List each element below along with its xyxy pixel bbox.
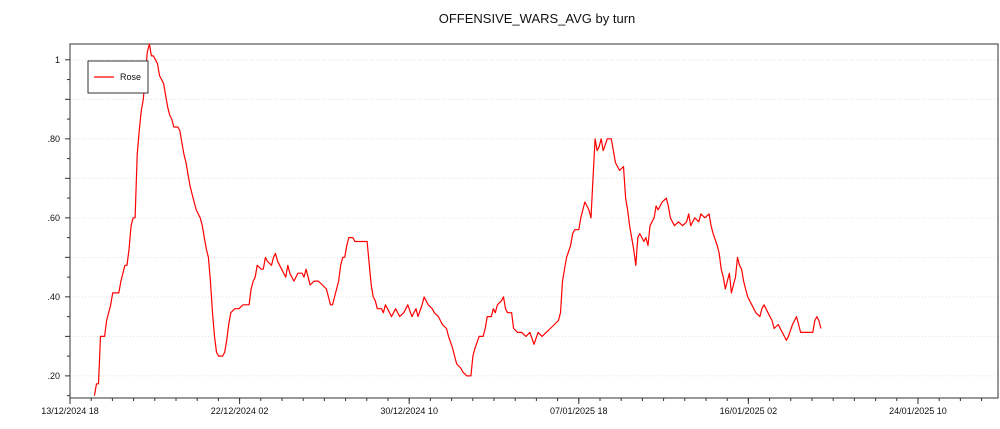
legend: Rose (87, 60, 149, 94)
x-tick-label: 30/12/2024 10 (380, 406, 438, 416)
x-tick-label: 16/01/2025 02 (720, 406, 778, 416)
y-tick-label: 1 (55, 55, 60, 65)
x-tick-label: 07/01/2025 18 (550, 406, 608, 416)
plot-area (69, 43, 999, 399)
legend-label: Rose (120, 72, 141, 82)
x-tick-label: 24/01/2025 10 (889, 406, 947, 416)
series-layer (93, 43, 822, 396)
series-line (93, 43, 822, 396)
x-tick-label: 13/12/2024 18 (41, 406, 99, 416)
y-tick-label: .20 (47, 371, 60, 381)
grid-lines (70, 59, 998, 377)
y-tick-label: .40 (47, 292, 60, 302)
plot-border (69, 43, 999, 399)
x-tick-label: 22/12/2024 02 (211, 406, 269, 416)
x-axis: 13/12/2024 18 22/12/2024 02 30/12/2024 10 0… (41, 398, 983, 416)
y-tick-label: .60 (47, 213, 60, 223)
chart-title: OFFENSIVE_WARS_AVG by turn (439, 11, 636, 26)
y-axis: .20 .40 .60 .80 1 (47, 55, 70, 397)
y-tick-label: .80 (47, 134, 60, 144)
